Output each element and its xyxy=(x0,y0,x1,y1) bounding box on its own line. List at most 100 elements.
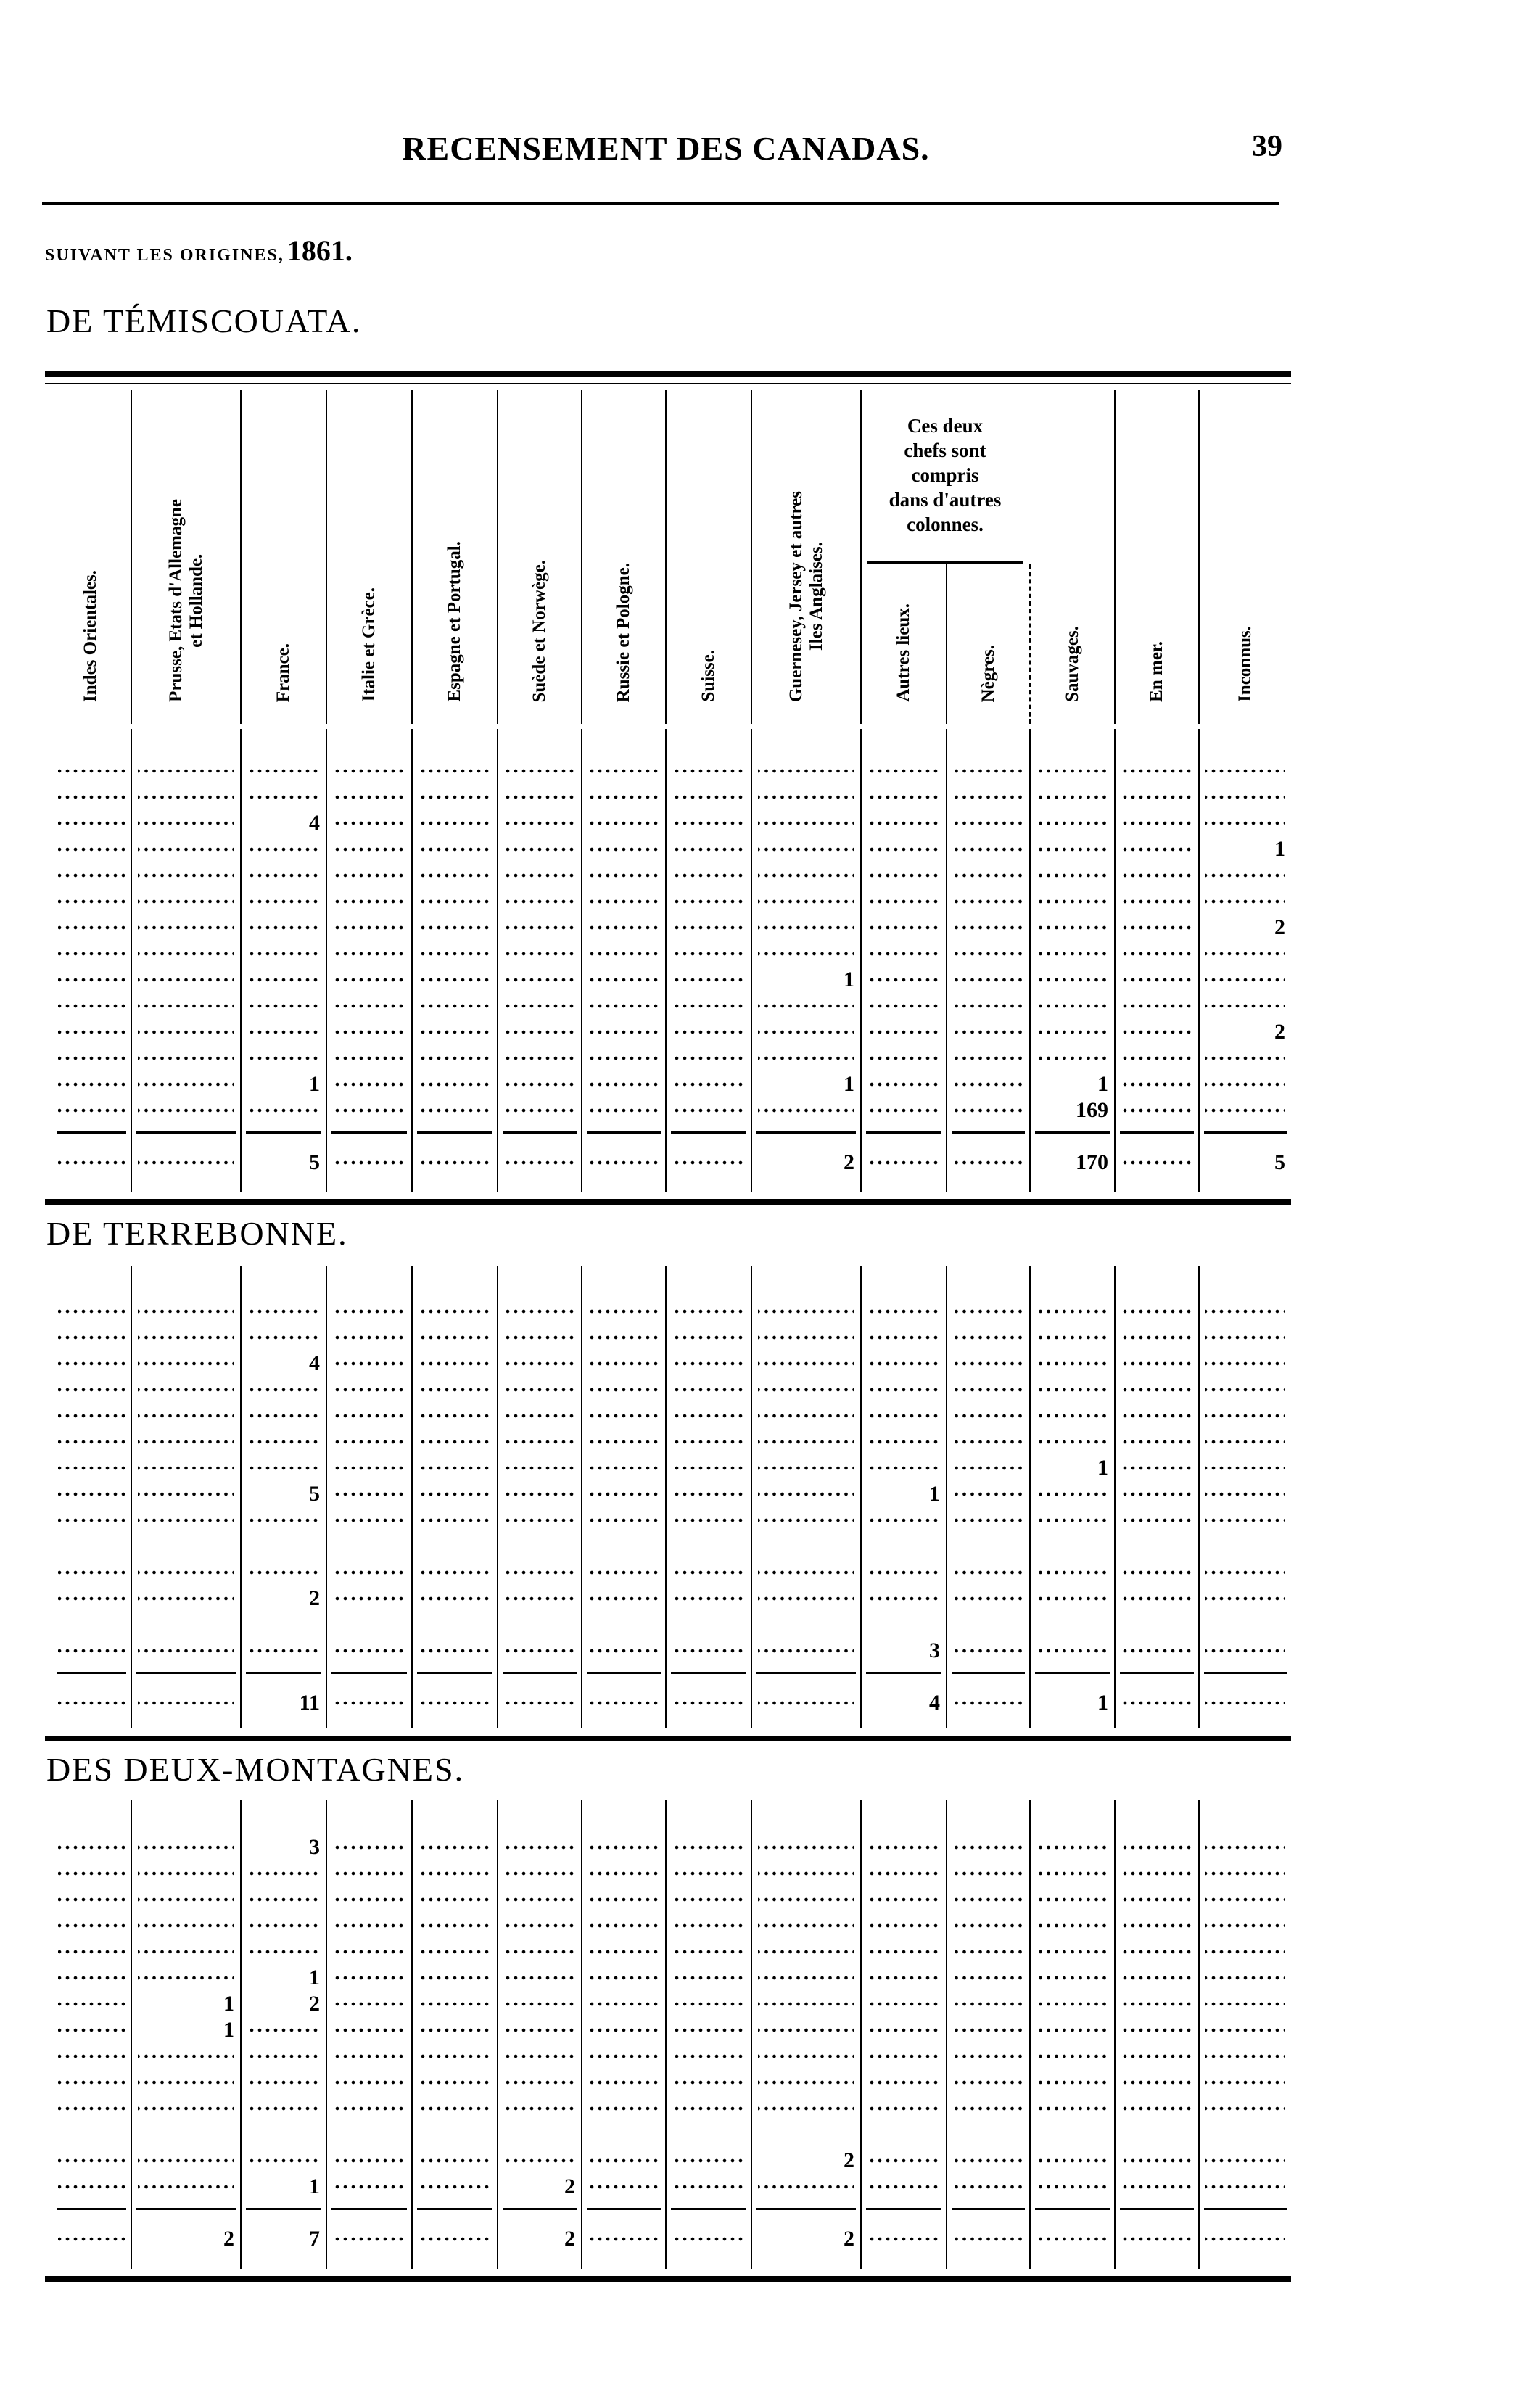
table-cell: 1 xyxy=(1274,837,1285,861)
total-rule xyxy=(587,1131,661,1134)
table-cell xyxy=(327,1071,411,1097)
table-cell xyxy=(498,1455,581,1481)
total-rule xyxy=(136,1672,236,1674)
table-cell xyxy=(1200,1887,1291,1913)
table-cell xyxy=(862,2069,946,2095)
total-rule xyxy=(671,1131,746,1134)
table-cell xyxy=(1116,1887,1198,1913)
total-cell xyxy=(667,2226,751,2252)
table-cell xyxy=(52,993,131,1019)
column-divider xyxy=(665,729,667,1192)
column-header-label: Inconnus. xyxy=(1235,626,1255,702)
table-cell xyxy=(1200,888,1291,915)
table-cell xyxy=(1116,1019,1198,1045)
total-rule xyxy=(136,1131,236,1134)
column-divider xyxy=(497,1800,498,2269)
table-cell xyxy=(132,1481,240,1507)
total-rule xyxy=(57,1131,126,1134)
table-row xyxy=(0,1507,1513,1533)
table-cell xyxy=(242,967,326,993)
table-cell xyxy=(752,993,860,1019)
total-rule xyxy=(417,1131,492,1134)
table-top-rule xyxy=(45,371,1291,377)
table-cell xyxy=(582,862,665,888)
table-cell xyxy=(1031,2043,1114,2069)
table-cell xyxy=(947,967,1029,993)
table-cell xyxy=(862,1834,946,1860)
table-cell xyxy=(1031,2095,1114,2122)
total-cell xyxy=(52,1690,131,1716)
table-cell xyxy=(1031,1403,1114,1429)
table-cell xyxy=(862,1507,946,1533)
table-cell xyxy=(132,888,240,915)
table-cell xyxy=(947,1991,1029,2017)
table-cell xyxy=(1200,2069,1291,2095)
table-cell xyxy=(132,1913,240,1939)
total-rule xyxy=(866,1672,941,1674)
table-cell xyxy=(52,2174,131,2200)
table-cell xyxy=(413,1298,497,1324)
total-cell xyxy=(1031,2226,1114,2252)
table-cell xyxy=(1031,993,1114,1019)
table-cell xyxy=(52,967,131,993)
table-cell xyxy=(947,1324,1029,1351)
table-cell xyxy=(1116,1586,1198,1612)
table-cell xyxy=(132,967,240,993)
total-cell: 2 xyxy=(844,1150,854,1174)
table-cell xyxy=(132,1638,240,1664)
table-cell xyxy=(327,1887,411,1913)
page-number: 39 xyxy=(1252,130,1282,163)
total-cell: 2 xyxy=(223,2227,234,2251)
table-row xyxy=(0,862,1513,888)
table-cell xyxy=(132,1097,240,1123)
table-cell xyxy=(327,1429,411,1455)
table-cell xyxy=(1116,1991,1198,2017)
table-row xyxy=(0,2095,1513,2122)
table-cell xyxy=(1031,1991,1114,2017)
column-header-label: Suède et Norwège. xyxy=(529,559,549,702)
table-cell xyxy=(132,810,240,836)
table-cell xyxy=(498,1586,581,1612)
column-divider xyxy=(1029,1800,1031,2269)
table-row: 2 xyxy=(0,915,1513,941)
total-cell xyxy=(582,2226,665,2252)
table-cell xyxy=(862,1991,946,2017)
table-cell: 5 xyxy=(309,1482,320,1506)
total-rule xyxy=(57,2208,126,2210)
total-rule xyxy=(331,1131,407,1134)
total-cell xyxy=(1200,2226,1291,2252)
total-rule xyxy=(246,1131,321,1134)
table-cell xyxy=(1116,2069,1198,2095)
column-divider xyxy=(1198,1800,1200,2269)
table-cell xyxy=(327,1939,411,1965)
column-header: France. xyxy=(240,390,326,724)
column-divider xyxy=(946,729,947,1192)
table-cell xyxy=(498,1351,581,1377)
table-cell xyxy=(862,1965,946,1991)
table-cell xyxy=(327,2095,411,2122)
table-row xyxy=(0,1377,1513,1403)
table-cell xyxy=(1116,1939,1198,1965)
table-cell xyxy=(947,1507,1029,1533)
table-cell xyxy=(667,1991,751,2017)
table-cell xyxy=(947,2017,1029,2043)
table-cell xyxy=(667,1019,751,1045)
table-cell xyxy=(52,915,131,941)
table-cell xyxy=(52,1559,131,1586)
table-cell xyxy=(1031,1887,1114,1913)
column-divider xyxy=(860,1266,862,1728)
table-cell xyxy=(667,1860,751,1887)
column-divider xyxy=(1029,1266,1031,1728)
section-bottom-rule xyxy=(45,1736,1291,1741)
table-cell xyxy=(1116,1071,1198,1097)
table-cell xyxy=(242,1377,326,1403)
table-cell xyxy=(947,836,1029,862)
table-row xyxy=(0,1403,1513,1429)
table-cell xyxy=(413,941,497,967)
table-cell xyxy=(752,1045,860,1071)
table-cell xyxy=(498,1638,581,1664)
total-cell: 2 xyxy=(564,2227,575,2251)
table-cell xyxy=(752,1097,860,1123)
table-cell xyxy=(498,1429,581,1455)
total-cell: 5 xyxy=(1274,1150,1285,1174)
